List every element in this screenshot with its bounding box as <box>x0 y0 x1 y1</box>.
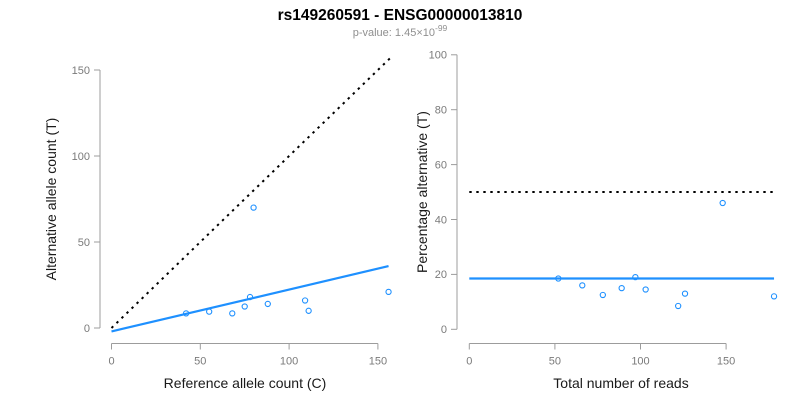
y-tick-label: 0 <box>84 323 90 335</box>
fit-line <box>111 265 389 333</box>
data-point <box>618 284 625 292</box>
data-point <box>770 293 778 300</box>
left-plot-allele-counts: Reference allele count (C) Alternative a… <box>43 55 393 391</box>
x-tick-label: 50 <box>549 356 561 368</box>
data-point <box>632 273 639 281</box>
x-tick-label: 100 <box>631 356 649 368</box>
x-tick-label: 100 <box>280 356 298 368</box>
data-point <box>206 308 213 315</box>
data-point <box>675 302 682 310</box>
data-point <box>241 303 248 310</box>
y-tick-label: 20 <box>435 269 447 281</box>
data-point <box>642 286 649 293</box>
data-point <box>385 288 392 296</box>
data-point <box>579 282 586 289</box>
pvalue-text: p-value: 1.45×10 <box>353 27 435 39</box>
plot-area: 0 20 40 60 80 100 0 50 100 150 <box>429 50 778 368</box>
right-plot-percentage: Total number of reads Percentage alterna… <box>414 50 778 391</box>
x-tick-label: 50 <box>194 356 206 368</box>
x-tick-label: 0 <box>108 356 114 368</box>
data-point <box>250 204 257 211</box>
data-point <box>681 290 689 297</box>
y-tick-label: 100 <box>429 50 447 62</box>
x-tick-label: 150 <box>369 356 387 368</box>
y-axis-title: Percentage alternative (T) <box>414 111 430 273</box>
x-axis-title: Reference allele count (C) <box>164 375 327 391</box>
y-tick-label: 50 <box>78 237 90 249</box>
data-point <box>229 310 236 317</box>
y-tick-label: 150 <box>72 65 90 77</box>
pvalue-exponent: -99 <box>435 23 448 33</box>
data-point <box>246 293 254 301</box>
data-point <box>182 310 190 317</box>
data-point <box>555 275 562 282</box>
y-tick-label: 80 <box>435 105 447 117</box>
figure-subtitle: p-value: 1.45×10-99 <box>353 23 448 39</box>
y-axis-title: Alternative allele count (T) <box>43 118 59 281</box>
x-tick-label: 150 <box>717 356 735 368</box>
y-tick-label: 100 <box>72 151 90 163</box>
data-point <box>305 307 312 314</box>
identity-line <box>110 55 393 329</box>
figure-title: rs149260591 - ENSG00000013810 <box>278 7 523 24</box>
x-tick-label: 0 <box>466 356 472 368</box>
plot-area: 0 50 100 150 0 50 100 150 <box>72 55 393 368</box>
y-tick-label: 0 <box>441 324 447 336</box>
data-point <box>719 199 726 207</box>
data-point <box>599 291 606 299</box>
data-point <box>301 297 309 304</box>
x-axis-title: Total number of reads <box>553 375 688 391</box>
y-tick-label: 40 <box>435 214 447 226</box>
data-point <box>264 300 271 308</box>
y-tick-label: 60 <box>435 159 447 171</box>
